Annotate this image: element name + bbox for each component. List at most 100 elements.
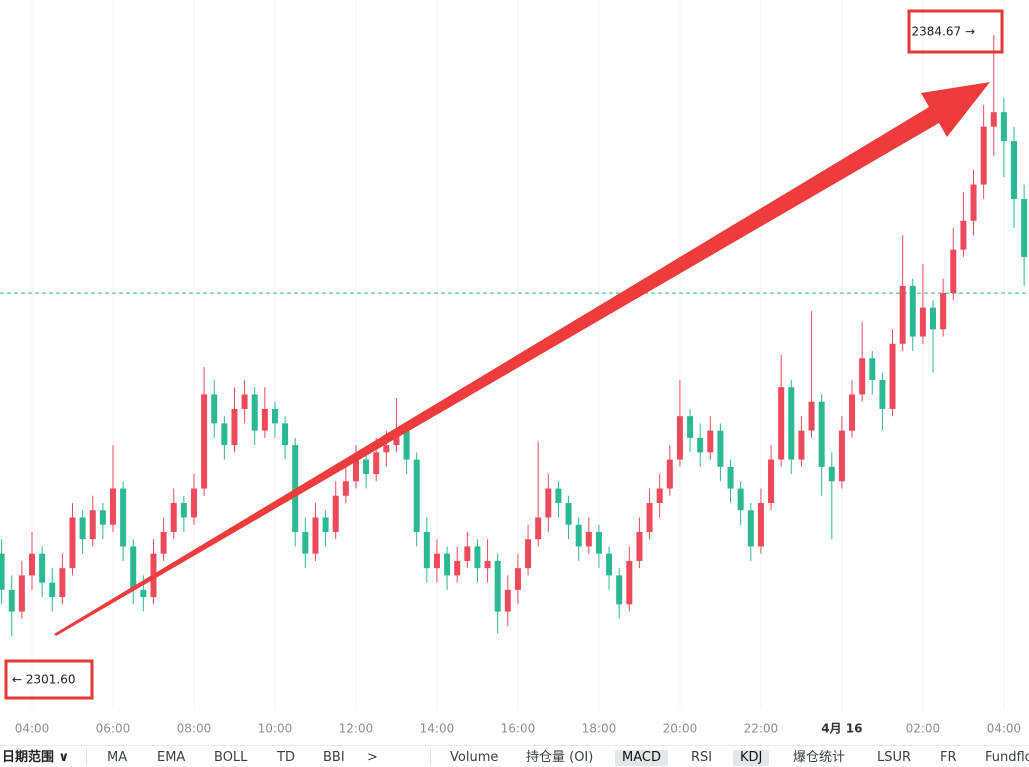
candle-body bbox=[352, 459, 359, 482]
candle-body bbox=[494, 560, 501, 612]
indicator-tab[interactable]: Fundflow bbox=[985, 750, 1029, 765]
separator bbox=[86, 748, 87, 766]
candle-body bbox=[444, 553, 451, 576]
candle-body bbox=[221, 423, 228, 446]
candle-body bbox=[231, 408, 238, 446]
candle-body bbox=[970, 184, 977, 221]
candle-body bbox=[251, 394, 258, 431]
x-tick-label: 14:00 bbox=[420, 722, 455, 736]
highlight-box bbox=[4, 659, 94, 700]
candle-body bbox=[322, 517, 329, 532]
indicator-tab[interactable]: MA bbox=[107, 750, 128, 765]
indicator-tab[interactable]: 持仓量 (OI) bbox=[526, 750, 594, 765]
candle-body bbox=[39, 553, 46, 583]
candle-body bbox=[798, 430, 805, 460]
candle-body bbox=[869, 358, 876, 380]
indicator-tab[interactable]: 爆仓统计 bbox=[793, 750, 846, 765]
candle-body bbox=[717, 430, 724, 467]
candle-body bbox=[768, 459, 775, 504]
candle-body bbox=[282, 423, 289, 446]
candle-body bbox=[1000, 112, 1007, 142]
candle-body bbox=[69, 517, 76, 569]
candle-body bbox=[504, 589, 511, 612]
candle-body bbox=[464, 546, 471, 561]
candle-body bbox=[1021, 199, 1028, 257]
candle-body bbox=[18, 575, 25, 612]
candle-body bbox=[8, 589, 15, 612]
candle-body bbox=[747, 510, 754, 547]
candle-body bbox=[413, 459, 420, 532]
candle-body bbox=[342, 481, 349, 496]
candle-body bbox=[778, 387, 785, 460]
candle-body bbox=[241, 394, 248, 409]
candle-body bbox=[889, 343, 896, 409]
candle-body bbox=[666, 459, 673, 489]
candle-body bbox=[616, 575, 623, 605]
candle-body bbox=[646, 503, 653, 532]
x-tick-label: 16:00 bbox=[501, 722, 536, 736]
candle-body bbox=[373, 452, 380, 475]
candle-body bbox=[676, 416, 683, 460]
indicator-tab[interactable]: Volume bbox=[450, 750, 499, 765]
candle-body bbox=[555, 488, 562, 504]
x-tick-label: 18:00 bbox=[582, 722, 617, 736]
candle-body bbox=[818, 401, 825, 467]
candle-body bbox=[49, 582, 56, 598]
candle-body bbox=[383, 445, 390, 453]
price-annotation: 2384.67 → bbox=[912, 24, 976, 38]
candle-body bbox=[271, 408, 278, 424]
candle-body bbox=[828, 466, 835, 482]
grid bbox=[0, 0, 1029, 710]
candle-body bbox=[332, 495, 339, 532]
indicator-tab[interactable]: FR bbox=[940, 750, 957, 765]
labels: 04:00 06:00 08:00 10:00 12:00 14:00 16:00 18:00… bbox=[12, 24, 1021, 735]
candle-body bbox=[788, 387, 795, 460]
candle-body bbox=[454, 560, 461, 576]
candle-body bbox=[960, 220, 967, 250]
candle-body bbox=[514, 568, 521, 590]
candle-body bbox=[109, 488, 116, 525]
chart: 04:00 06:00 08:00 10:00 12:00 14:00 16:00 18:00… bbox=[0, 0, 1029, 736]
candle-body bbox=[585, 531, 592, 547]
candle-body bbox=[170, 503, 177, 532]
candle-body bbox=[737, 488, 744, 511]
candle-body bbox=[899, 285, 906, 344]
candle-body bbox=[140, 589, 147, 598]
indicator-tab[interactable]: TD bbox=[277, 750, 295, 765]
indicator-tab[interactable]: BOLL bbox=[214, 750, 248, 765]
indicator-tab[interactable]: MACD bbox=[615, 750, 668, 766]
indicator-tab[interactable]: BBI bbox=[323, 750, 345, 765]
x-tick-label: 04:00 bbox=[987, 722, 1022, 736]
indicator-tab[interactable]: EMA bbox=[157, 750, 186, 765]
candle-body bbox=[656, 488, 663, 504]
candle-body bbox=[302, 531, 309, 554]
candle-body bbox=[990, 112, 997, 127]
candle-body bbox=[312, 517, 319, 554]
candle-body bbox=[808, 401, 815, 431]
indicator-tab[interactable]: RSI bbox=[691, 750, 713, 765]
candle-body bbox=[403, 430, 410, 460]
indicator-tab[interactable]: LSUR bbox=[877, 750, 912, 765]
candle-body bbox=[190, 488, 197, 518]
candle-body bbox=[474, 546, 481, 569]
x-tick-label: 12:00 bbox=[339, 722, 374, 736]
candle-body bbox=[757, 503, 764, 547]
candle-body bbox=[433, 553, 440, 569]
candle-body bbox=[545, 488, 552, 518]
candle-body bbox=[980, 126, 987, 185]
candle-body bbox=[79, 517, 86, 540]
indicator-tab[interactable]: > bbox=[367, 750, 378, 765]
indicator-tab[interactable]: KDJ bbox=[733, 750, 770, 766]
candle-body bbox=[211, 394, 218, 424]
candle-body bbox=[201, 394, 208, 489]
x-tick-label: 20:00 bbox=[663, 722, 698, 736]
candle-body bbox=[687, 416, 694, 438]
candle-body bbox=[950, 249, 957, 294]
date-range[interactable]: 日期范围 ∨ bbox=[2, 750, 70, 765]
candle-body bbox=[28, 553, 35, 576]
candle-body bbox=[727, 466, 734, 489]
candle-body bbox=[707, 430, 714, 453]
x-tick-label: 4月 16 bbox=[821, 722, 862, 736]
candle-body bbox=[89, 510, 96, 540]
candle-body bbox=[130, 546, 137, 590]
